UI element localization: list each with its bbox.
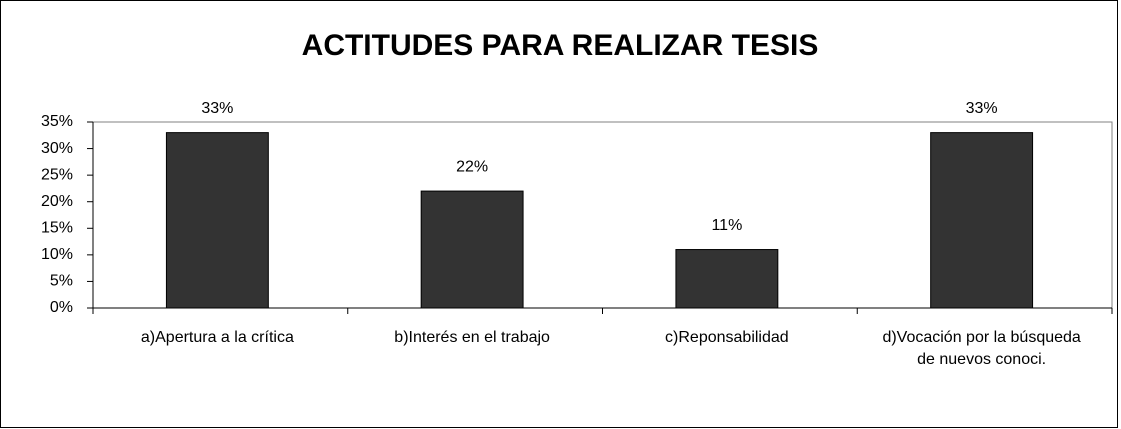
- bar: [165, 132, 269, 309]
- chart-title: ACTITUDES PARA REALIZAR TESIS: [302, 29, 819, 62]
- y-tick-label: 25%: [41, 166, 73, 183]
- data-label: 33%: [201, 100, 233, 117]
- y-tick-label: 15%: [41, 220, 73, 237]
- x-tick-label: d)Vocación por la búsqueda de nuevos con…: [882, 329, 1081, 368]
- x-tick-label: c)Reponsabilidad: [665, 329, 789, 346]
- y-tick-label: 30%: [41, 140, 73, 157]
- y-tick-label: 35%: [41, 113, 73, 130]
- y-tick-label: 0%: [50, 299, 73, 316]
- bar: [420, 190, 524, 309]
- x-tick-label: b)Interés en el trabajo: [394, 329, 550, 346]
- data-label: 22%: [456, 158, 488, 175]
- data-label: 11%: [711, 217, 742, 234]
- y-tick-label: 10%: [41, 246, 73, 263]
- bar: [930, 132, 1034, 309]
- y-tick-label: 20%: [41, 193, 73, 210]
- bar: [675, 249, 779, 309]
- data-label: 33%: [966, 100, 998, 117]
- y-tick-label: 5%: [50, 273, 73, 290]
- x-tick-label: a)Apertura a la crítica: [140, 329, 294, 346]
